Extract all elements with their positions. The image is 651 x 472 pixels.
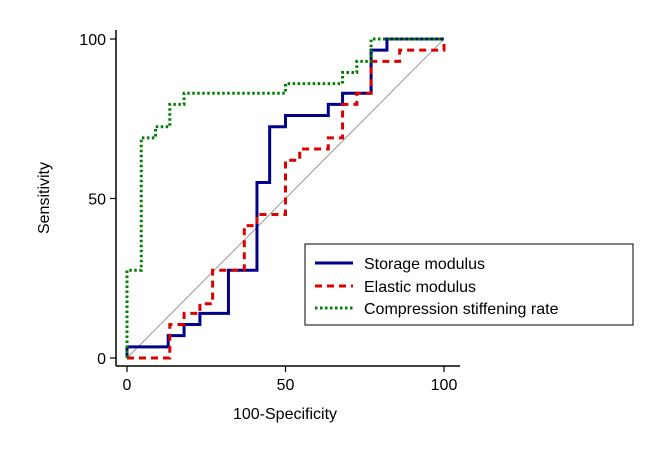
legend-label-compression: Compression stiffening rate bbox=[364, 301, 559, 318]
y-tick-label: 50 bbox=[88, 192, 106, 209]
y-tick-label: 0 bbox=[97, 351, 106, 368]
y-axis-label: Sensitivity bbox=[36, 162, 53, 234]
plot-area bbox=[125, 37, 446, 360]
ticks: 0 50 100 0 50 100 bbox=[79, 32, 457, 394]
x-tick-label: 50 bbox=[277, 377, 295, 394]
legend-label-elastic: Elastic modulus bbox=[364, 279, 476, 296]
legend-label-storage: Storage modulus bbox=[364, 256, 485, 273]
series-line-elastic-modulus bbox=[127, 39, 446, 360]
y-tick-label: 100 bbox=[79, 32, 106, 49]
series-line-compression-stiffening-rate bbox=[125, 37, 444, 358]
legend-box bbox=[304, 243, 634, 326]
x-tick-label: 100 bbox=[431, 377, 458, 394]
x-tick-label: 0 bbox=[123, 377, 132, 394]
x-axis-label: 100-Specificity bbox=[233, 406, 337, 423]
legend: Storage modulus Elastic modulus Compress… bbox=[304, 243, 634, 326]
